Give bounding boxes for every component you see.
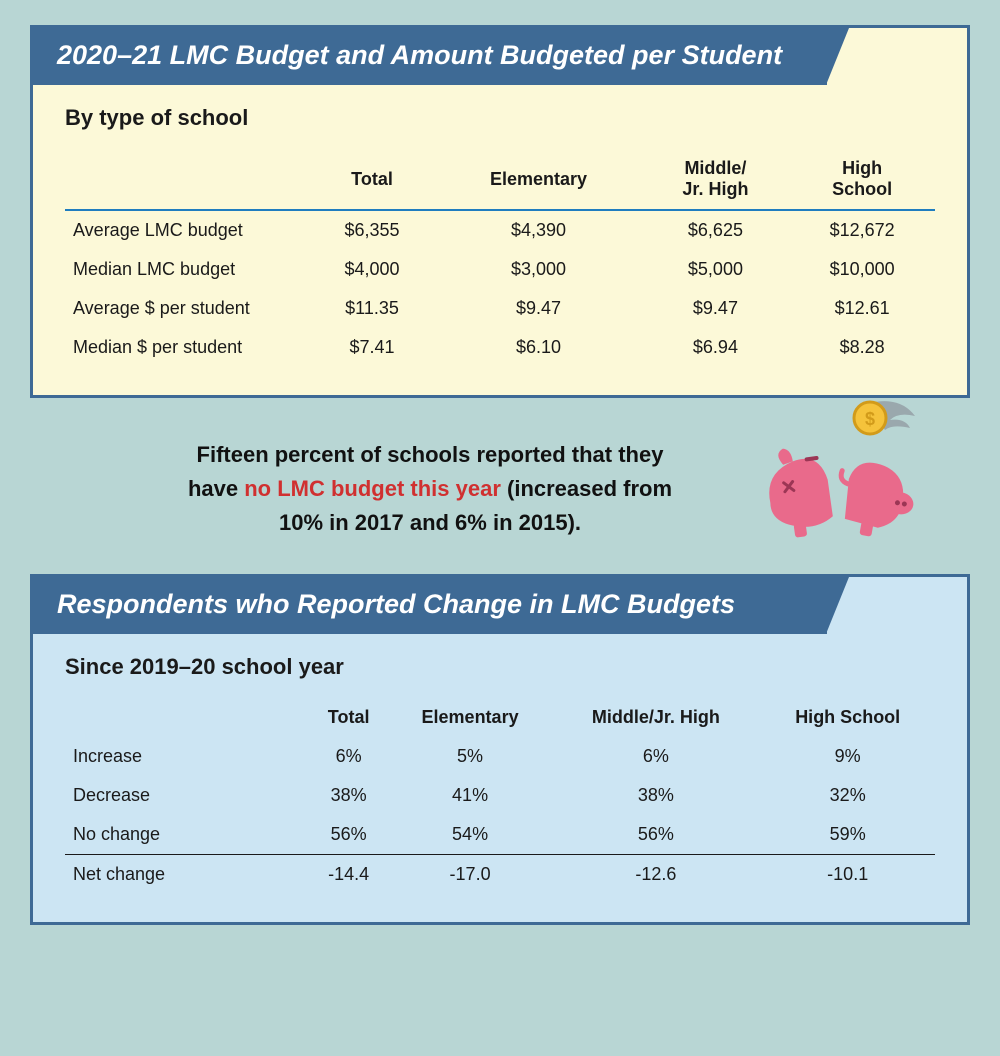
cell: $9.47 xyxy=(435,289,641,328)
table-row: No change56%54%56%59% xyxy=(65,815,935,855)
net-elem: -17.0 xyxy=(389,855,552,895)
cell: $4,000 xyxy=(309,250,436,289)
cell: 38% xyxy=(551,776,760,815)
cell: $12.61 xyxy=(789,289,935,328)
table-row: Average $ per student$11.35$9.47$9.47$12… xyxy=(65,289,935,328)
change-subtitle: Since 2019–20 school year xyxy=(65,654,935,680)
c2-col-high: High School xyxy=(760,698,935,737)
col-total: Total xyxy=(309,149,436,210)
cell: 6% xyxy=(309,737,389,776)
c2-col-elementary: Elementary xyxy=(389,698,552,737)
table-row: Increase6%5%6%9% xyxy=(65,737,935,776)
net-change-row: Net change -14.4 -17.0 -12.6 -10.1 xyxy=(65,855,935,895)
change-card: Respondents who Reported Change in LMC B… xyxy=(30,574,970,925)
col-middle: Middle/ Jr. High xyxy=(642,149,790,210)
cell: $10,000 xyxy=(789,250,935,289)
cell: $5,000 xyxy=(642,250,790,289)
table-row: Decrease38%41%38%32% xyxy=(65,776,935,815)
cell: $6.10 xyxy=(435,328,641,367)
cell: $6,625 xyxy=(642,210,790,250)
piggy-left-icon xyxy=(763,443,835,541)
budget-card-title: 2020–21 LMC Budget and Amount Budgeted p… xyxy=(33,28,827,85)
budget-card-body: By type of school Total Elementary Middl… xyxy=(33,85,967,395)
net-total: -14.4 xyxy=(309,855,389,895)
blank-header xyxy=(65,149,309,210)
col-high: High School xyxy=(789,149,935,210)
budget-table: Total Elementary Middle/ Jr. High High S… xyxy=(65,149,935,367)
change-rows: Increase6%5%6%9%Decrease38%41%38%32%No c… xyxy=(65,737,935,855)
col-elementary: Elementary xyxy=(435,149,641,210)
table-row: Median LMC budget$4,000$3,000$5,000$10,0… xyxy=(65,250,935,289)
net-change-label: Net change xyxy=(65,855,309,895)
table-row: Median $ per student$7.41$6.10$6.94$8.28 xyxy=(65,328,935,367)
budget-subtitle: By type of school xyxy=(65,105,935,131)
blank-header-2 xyxy=(65,698,309,737)
cell: $11.35 xyxy=(309,289,436,328)
change-table: Total Elementary Middle/Jr. High High Sc… xyxy=(65,698,935,894)
callout-emph: no LMC budget this year xyxy=(244,476,501,501)
change-card-body: Since 2019–20 school year Total Elementa… xyxy=(33,634,967,922)
cell: 32% xyxy=(760,776,935,815)
row-label: Median LMC budget xyxy=(65,250,309,289)
callout-text: Fifteen percent of schools reported that… xyxy=(30,428,970,574)
cell: 56% xyxy=(551,815,760,855)
cell: $9.47 xyxy=(642,289,790,328)
row-label: Median $ per student xyxy=(65,328,309,367)
c2-col-middle: Middle/Jr. High xyxy=(551,698,760,737)
budget-card: 2020–21 LMC Budget and Amount Budgeted p… xyxy=(30,25,970,398)
cell: $4,390 xyxy=(435,210,641,250)
cell: $6.94 xyxy=(642,328,790,367)
c2-col-total: Total xyxy=(309,698,389,737)
table-row: Average LMC budget$6,355$4,390$6,625$12,… xyxy=(65,210,935,250)
cell: 38% xyxy=(309,776,389,815)
cell: $7.41 xyxy=(309,328,436,367)
cell: 54% xyxy=(389,815,552,855)
cell: 59% xyxy=(760,815,935,855)
cell: 56% xyxy=(309,815,389,855)
svg-text:$: $ xyxy=(865,409,875,429)
change-card-title: Respondents who Reported Change in LMC B… xyxy=(33,577,827,634)
cell: 41% xyxy=(389,776,552,815)
callout-line1: Fifteen percent of schools reported that… xyxy=(197,442,664,467)
net-mid: -12.6 xyxy=(551,855,760,895)
budget-rows: Average LMC budget$6,355$4,390$6,625$12,… xyxy=(65,210,935,367)
cell: $8.28 xyxy=(789,328,935,367)
cell: $12,672 xyxy=(789,210,935,250)
piggy-bank-illustration: $ xyxy=(750,398,920,548)
cell: 6% xyxy=(551,737,760,776)
row-label: No change xyxy=(65,815,309,855)
net-high: -10.1 xyxy=(760,855,935,895)
piggy-right-icon xyxy=(831,458,919,543)
callout-line3: 10% in 2017 and 6% in 2015). xyxy=(279,510,581,535)
callout-line2a: have xyxy=(188,476,244,501)
cell: $3,000 xyxy=(435,250,641,289)
cell: $6,355 xyxy=(309,210,436,250)
cell: 9% xyxy=(760,737,935,776)
callout-line2b: (increased from xyxy=(501,476,672,501)
row-label: Average $ per student xyxy=(65,289,309,328)
row-label: Increase xyxy=(65,737,309,776)
row-label: Average LMC budget xyxy=(65,210,309,250)
row-label: Decrease xyxy=(65,776,309,815)
cell: 5% xyxy=(389,737,552,776)
